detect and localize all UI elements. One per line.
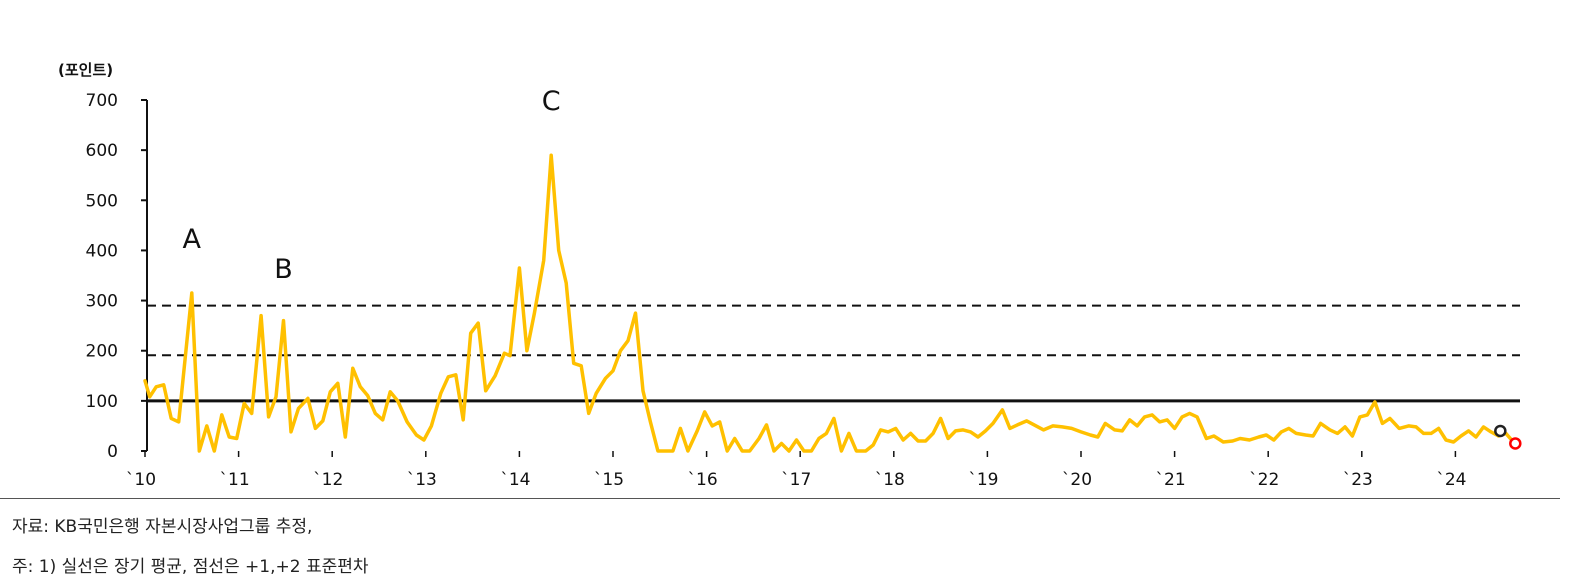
x-tick-label: `14 xyxy=(500,470,530,490)
footnote: 주: 1) 실선은 장기 평균, 점선은 +1,+2 표준편차 xyxy=(12,557,369,577)
x-tick-label: `18 xyxy=(875,470,905,490)
y-axis-ticks: 0 100 200 300 400 500 600 700 xyxy=(86,91,147,462)
y-tick-label: 100 xyxy=(86,392,118,412)
x-tick-label: `21 xyxy=(1156,470,1186,490)
x-tick-label: `13 xyxy=(407,470,437,490)
x-tick-label: `12 xyxy=(313,470,343,490)
y-tick-label: 700 xyxy=(86,91,118,111)
y-tick-label: 400 xyxy=(86,241,118,261)
divider xyxy=(0,498,1560,499)
x-tick-label: `19 xyxy=(968,470,998,490)
end-marker xyxy=(1494,424,1507,438)
y-tick-label: 600 xyxy=(86,141,118,161)
y-tick-label: 300 xyxy=(86,292,118,312)
y-tick-label: 200 xyxy=(86,342,118,362)
source-note: 자료: KB국민은행 자본시장사업그룹 추정, xyxy=(12,517,313,537)
x-tick-label: `16 xyxy=(688,470,718,490)
x-tick-label: `24 xyxy=(1436,470,1466,490)
y-tick-label: 500 xyxy=(86,191,118,211)
end-marker xyxy=(1509,437,1522,450)
x-tick-label: `10 xyxy=(126,470,156,490)
x-tick-label: `23 xyxy=(1343,470,1373,490)
y-axis-unit-label: (포인트) xyxy=(58,61,113,79)
x-tick-label: `11 xyxy=(220,470,250,490)
annotation-label: B xyxy=(274,254,293,285)
x-tick-label: `20 xyxy=(1062,470,1092,490)
markers xyxy=(1494,424,1522,450)
series xyxy=(143,153,1514,453)
x-tick-label: `22 xyxy=(1249,470,1279,490)
x-axis-ticks: `10 `11 `12 `13 `14 `15 `16 `17 `18 `19 `20 `21 `22 `… xyxy=(126,451,1466,490)
x-tick-label: `17 xyxy=(781,470,811,490)
annotation-label: C xyxy=(542,86,561,117)
annotations: A B C xyxy=(183,86,561,285)
y-tick-label: 0 xyxy=(107,442,118,462)
x-tick-label: `15 xyxy=(594,470,624,490)
annotation-label: A xyxy=(183,224,202,255)
series-line xyxy=(143,153,1514,453)
reference-lines xyxy=(147,304,1520,403)
